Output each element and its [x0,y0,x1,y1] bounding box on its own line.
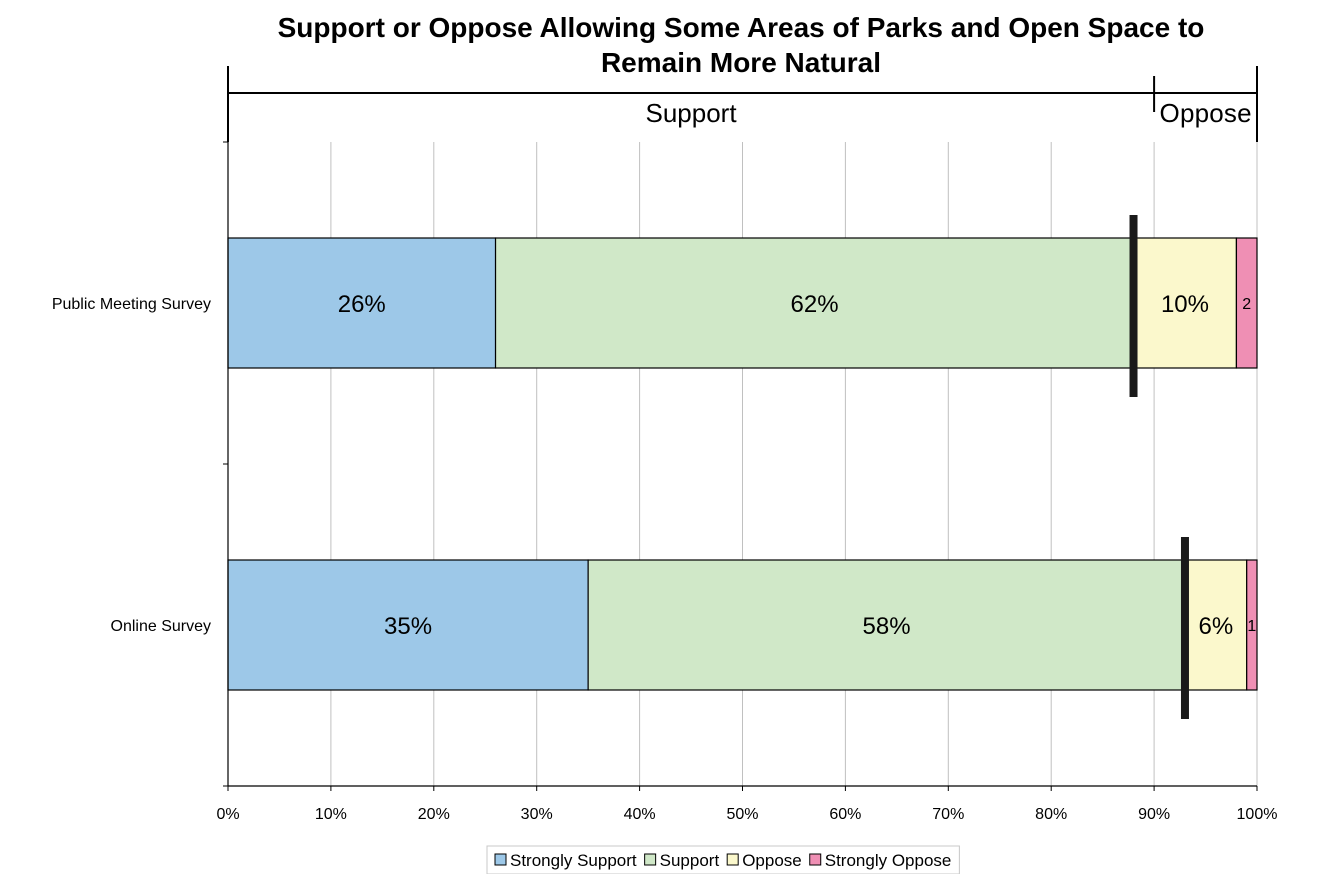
legend-label: Strongly Oppose [825,851,952,870]
data-label: 6% [1198,613,1233,640]
chart-title-line-2: Remain More Natural [601,47,881,78]
data-label: 62% [791,291,839,318]
bar-segment [1246,559,1258,691]
x-tick-label: 30% [521,806,553,823]
data-label: 1 [1247,618,1256,635]
x-tick-label: 40% [624,806,656,823]
legend: Strongly Support Support Oppose Strongly Op… [486,845,960,874]
bar-segment [1132,237,1238,369]
data-label: 58% [863,613,911,640]
bar-segment [227,559,589,691]
x-tick-label: 0% [216,806,239,823]
legend-label: Strongly Support [510,851,637,870]
x-tick-label: 60% [829,806,861,823]
legend-swatch [644,853,657,866]
category-label: Online Survey [111,618,212,635]
x-tick-label: 10% [315,806,347,823]
data-label: 10% [1161,291,1209,318]
data-label: 35% [384,613,432,640]
divider-marker [1129,215,1138,397]
chart-title-line-1: Support or Oppose Allowing Some Areas of… [278,12,1205,43]
bracket-label: Oppose [1160,98,1252,128]
x-tick-label: 70% [932,806,964,823]
x-tick-label: 100% [1237,806,1278,823]
legend-box [486,845,960,874]
bar-segment [1235,237,1258,369]
bars: 26% 62% 10% 2 Public Meeting Survey 35% 58% 6% 1… [52,215,1258,719]
axes: 0% 10% 20% 30% 40% 50% 60% 70% 80% 90% 100% [216,141,1278,823]
x-tick-label: 90% [1138,806,1170,823]
data-label: 2 [1242,296,1251,313]
x-tick-label: 80% [1035,806,1067,823]
x-tick-label: 20% [418,806,450,823]
bar-segment [587,559,1186,691]
category-label: Public Meeting Survey [52,296,211,313]
bar-segment [1184,559,1248,691]
bar-segment [494,237,1135,369]
legend-label: Oppose [742,851,802,870]
legend-swatch [809,853,822,866]
bracket-header: Support Oppose [227,66,1258,142]
x-tick-label: 50% [726,806,758,823]
data-label: 26% [338,291,386,318]
legend-swatch [726,853,739,866]
legend-swatch [494,853,507,866]
bar-segment [227,237,497,369]
legend-label: Support [660,851,720,870]
divider-marker [1180,537,1189,719]
bracket-label: Support [646,98,738,128]
